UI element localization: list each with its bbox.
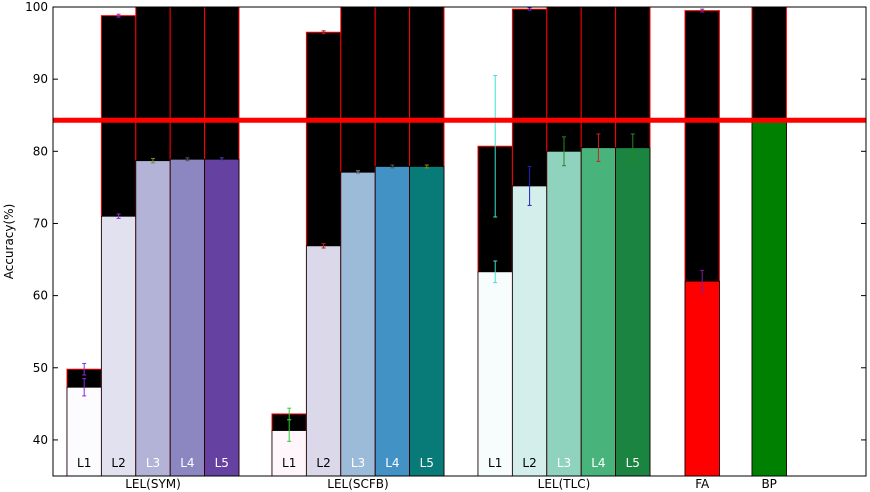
test-accuracy-bar [615,147,651,477]
test-accuracy-bar [477,271,513,477]
y-tick-label: 90 [33,72,48,86]
y-tick-label: 40 [33,433,48,447]
bar-level-label: L5 [215,456,229,470]
bar-level-label: L5 [420,456,434,470]
y-tick-label: 60 [33,289,48,303]
test-accuracy-bar [684,280,720,477]
test-accuracy-bar [409,166,445,477]
test-accuracy-bar [169,158,205,477]
bar-level-label: L2 [111,456,125,470]
bar-level-label: L4 [591,456,605,470]
test-accuracy-bar [305,245,342,477]
bars-layer: L1 L2 L3 L4 L5 L1 L2 L3 L4 L5 L1 L2 L3 L4 L5 [66,6,787,477]
y-axis: 40 50 60 70 80 90 100 [25,0,866,447]
plot-frame [52,6,867,477]
bar-level-label: L2 [522,456,536,470]
group-label: BP [761,477,776,491]
group-label: FA [695,477,710,491]
bar-level-label: L4 [180,456,194,470]
bar-level-label: L5 [626,456,640,470]
bar-level-label: L1 [77,456,91,470]
test-accuracy-bar [101,215,137,477]
test-accuracy-bar [580,147,617,477]
bar-level-label: L3 [351,456,365,470]
x-axis: LEL(SYM) LEL(SCFB) LEL(TLC) FA BP [125,477,777,491]
bar-level-label: L3 [146,456,160,470]
group-label: LEL(TLC) [538,477,591,491]
y-tick-label: 80 [33,144,48,158]
y-axis-label: Accuracy(%) [2,204,16,280]
y-tick-label: 50 [33,361,48,375]
bar-level-label: L1 [488,456,502,470]
test-accuracy-bar [546,150,582,477]
test-accuracy-bar [751,120,787,477]
y-tick-label: 70 [33,216,48,230]
bar-level-label: L4 [385,456,399,470]
test-accuracy-bar [204,158,240,477]
bar-level-label: L2 [316,456,330,470]
bar-level-label: L1 [282,456,296,470]
group-label: LEL(SCFB) [327,477,388,491]
y-tick-label: 100 [25,0,48,14]
test-accuracy-bar [374,166,411,477]
test-accuracy-bar [340,171,376,477]
group-label: LEL(SYM) [125,477,181,491]
test-accuracy-bar [512,185,548,477]
bar-level-label: L3 [557,456,571,470]
test-accuracy-bar [66,386,102,477]
test-accuracy-bar [135,160,171,477]
